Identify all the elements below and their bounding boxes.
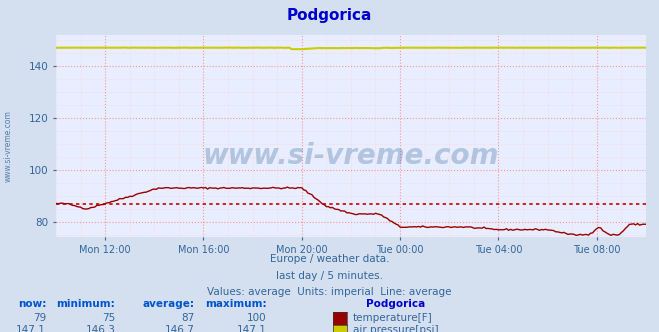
Text: Values: average  Units: imperial  Line: average: Values: average Units: imperial Line: av… <box>207 287 452 297</box>
Text: air pressure[psi]: air pressure[psi] <box>353 325 438 332</box>
Text: www.si-vreme.com: www.si-vreme.com <box>3 110 13 182</box>
Text: now:: now: <box>18 299 46 309</box>
Text: 146.3: 146.3 <box>86 325 115 332</box>
Text: Podgorica: Podgorica <box>366 299 425 309</box>
Text: temperature[F]: temperature[F] <box>353 313 432 323</box>
Text: Europe / weather data.: Europe / weather data. <box>270 254 389 264</box>
Text: Podgorica: Podgorica <box>287 8 372 23</box>
Text: 147.1: 147.1 <box>16 325 46 332</box>
Text: 147.1: 147.1 <box>237 325 267 332</box>
Text: 146.7: 146.7 <box>165 325 194 332</box>
Text: www.si-vreme.com: www.si-vreme.com <box>203 142 499 170</box>
Text: last day / 5 minutes.: last day / 5 minutes. <box>276 271 383 281</box>
Text: maximum:: maximum: <box>205 299 267 309</box>
Text: 87: 87 <box>181 313 194 323</box>
Text: 100: 100 <box>247 313 267 323</box>
Text: 79: 79 <box>33 313 46 323</box>
Text: minimum:: minimum: <box>57 299 115 309</box>
Text: 75: 75 <box>102 313 115 323</box>
Text: average:: average: <box>142 299 194 309</box>
